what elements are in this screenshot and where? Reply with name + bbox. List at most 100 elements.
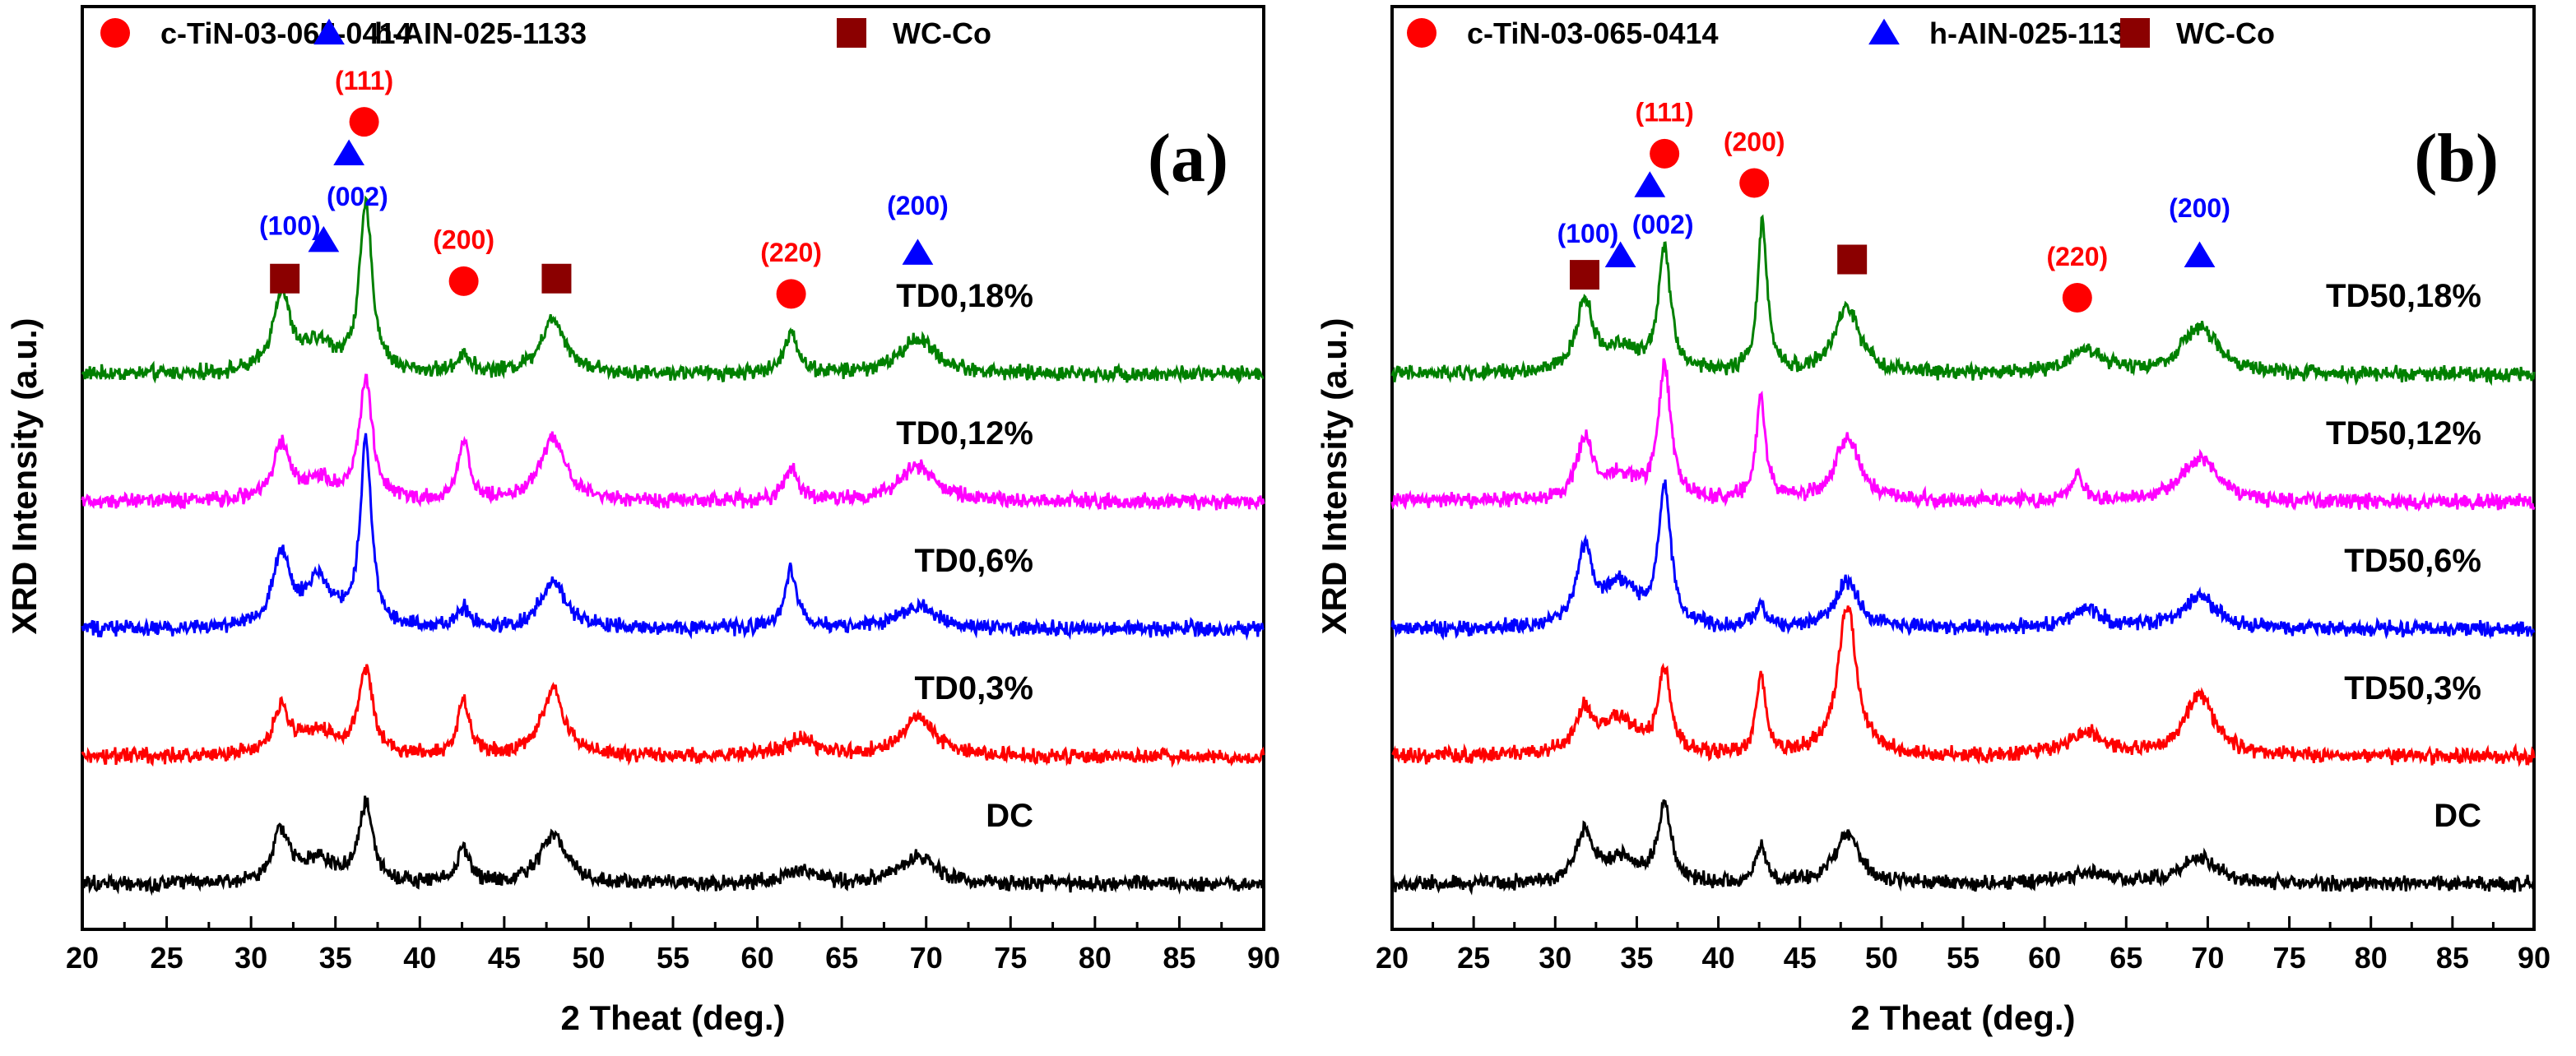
series-label: TD50,6% xyxy=(2344,543,2481,579)
x-tick-label: 35 xyxy=(1620,941,1653,975)
series-line-td0-12- xyxy=(81,373,1265,511)
hkl-label: (002) xyxy=(327,182,388,211)
series-line-td50-12- xyxy=(1390,358,2536,512)
series-line-td50-18- xyxy=(1390,214,2536,387)
series-label: TD50,3% xyxy=(2344,670,2481,706)
x-tick-label: 45 xyxy=(488,941,521,975)
peak-marker-circle-icon xyxy=(1650,138,1680,169)
peak-marker-triangle-icon xyxy=(1604,241,1636,268)
y-axis-title: XRD Intensity (a.u.) xyxy=(5,317,44,634)
legend-label: h-AIN-025-1133 xyxy=(1929,16,2142,50)
x-tick-label: 85 xyxy=(1163,941,1195,975)
x-tick-label: 90 xyxy=(2518,941,2550,975)
peak-marker-triangle-icon xyxy=(1634,171,1666,197)
x-tick-label: 65 xyxy=(2110,941,2142,975)
legend-label: WC-Co xyxy=(893,16,991,50)
x-tick-label: 20 xyxy=(1376,941,1409,975)
x-tick-label: 65 xyxy=(825,941,858,975)
peak-marker-triangle-icon xyxy=(333,139,365,166)
hkl-label: (002) xyxy=(1632,210,1694,239)
hkl-label: (220) xyxy=(2046,242,2108,271)
x-tick-label: 55 xyxy=(1947,941,1980,975)
legend-triangle-icon xyxy=(313,18,345,45)
legend-label: WC-Co xyxy=(2176,16,2275,50)
series-line-td0-3- xyxy=(81,664,1265,768)
x-tick-label: 50 xyxy=(572,941,605,975)
peak-marker-square-icon xyxy=(541,263,572,294)
x-tick-label: 35 xyxy=(319,941,352,975)
hkl-label: (200) xyxy=(2169,193,2230,223)
x-tick-label: 80 xyxy=(2355,941,2388,975)
series-label: TD50,12% xyxy=(2326,415,2481,452)
hkl-label: (200) xyxy=(887,191,949,220)
series-label: TD0,3% xyxy=(915,670,1034,706)
peak-marker-circle-icon xyxy=(776,279,806,309)
series-label: TD50,18% xyxy=(2326,278,2481,314)
series-line-td0-18- xyxy=(81,195,1265,385)
hkl-label: (111) xyxy=(335,66,393,95)
legend-label: c-TiN-03-065-0414 xyxy=(160,16,412,50)
x-tick-label: 30 xyxy=(1539,941,1571,975)
chart-panel-a: 20 25 30 35 40 45 50 55 60 65 70 75 80 85 90 2 Theat (d… xyxy=(5,5,1280,1037)
series-label: DC xyxy=(2434,798,2481,834)
x-tick-label: 60 xyxy=(741,941,774,975)
x-tick-label: 85 xyxy=(2436,941,2469,975)
peak-marker-circle-icon xyxy=(448,266,479,296)
x-tick-label: 25 xyxy=(1457,941,1490,975)
hkl-label: (200) xyxy=(1724,127,1785,156)
peak-marker-square-icon xyxy=(1569,260,1599,290)
x-tick-label: 75 xyxy=(994,941,1027,975)
x-tick-label: 40 xyxy=(403,941,436,975)
x-tick-label: 45 xyxy=(1784,941,1817,975)
hkl-label: (200) xyxy=(433,225,494,255)
y-axis-title: XRD Intensity (a.u.) xyxy=(1315,317,1353,634)
x-axis-title: 2 Theat (deg.) xyxy=(560,998,785,1037)
x-tick-label: 90 xyxy=(1247,941,1280,975)
hkl-label: (111) xyxy=(1636,98,1694,127)
series-line-dc xyxy=(81,795,1265,896)
series-label: TD0,6% xyxy=(915,543,1034,579)
legend-label: c-TiN-03-065-0414 xyxy=(1467,16,1719,50)
series-label: DC xyxy=(986,798,1033,834)
series-label: TD0,12% xyxy=(896,415,1033,452)
peak-marker-square-icon xyxy=(270,263,300,294)
x-tick-label: 80 xyxy=(1079,941,1112,975)
x-tick-label: 50 xyxy=(1865,941,1898,975)
panel-label: (b) xyxy=(2414,120,2499,197)
x-tick-label: 40 xyxy=(1702,941,1735,975)
x-tick-label: 55 xyxy=(657,941,689,975)
panel-label: (a) xyxy=(1148,120,1228,197)
peak-marker-circle-icon xyxy=(1739,168,1770,198)
peak-marker-triangle-icon xyxy=(2184,241,2216,268)
x-axis-title: 2 Theat (deg.) xyxy=(1850,998,2075,1037)
hkl-label: (100) xyxy=(259,211,321,241)
series-line-td0-6- xyxy=(81,433,1265,641)
series-label: TD0,18% xyxy=(896,278,1033,314)
plot-frame xyxy=(1390,5,2536,931)
chart-panel-b: 20 25 30 35 40 45 50 55 60 65 70 75 80 85 90 2 Theat (d… xyxy=(1315,5,2550,1037)
x-tick-label: 70 xyxy=(2191,941,2224,975)
legend-square-icon xyxy=(2120,18,2150,48)
legend-square-icon xyxy=(837,18,866,48)
x-tick-label: 60 xyxy=(2028,941,2061,975)
legend-circle-icon xyxy=(100,18,130,48)
series-line-td50-3- xyxy=(1391,605,2536,767)
plot-frame xyxy=(81,5,1265,931)
x-tick-label: 20 xyxy=(66,941,99,975)
peak-marker-square-icon xyxy=(1837,244,1868,275)
legend-circle-icon xyxy=(1407,18,1437,48)
legend-triangle-icon xyxy=(1868,18,1900,45)
peak-marker-triangle-icon xyxy=(902,239,934,265)
peak-marker-circle-icon xyxy=(2062,283,2092,313)
x-tick-label: 70 xyxy=(910,941,943,975)
peak-marker-triangle-icon xyxy=(308,225,340,252)
series-line-td50-6- xyxy=(1390,479,2536,641)
hkl-label: (220) xyxy=(760,238,822,267)
peak-marker-circle-icon xyxy=(349,107,379,137)
hkl-label: (100) xyxy=(1557,219,1619,248)
series-line-dc xyxy=(1390,799,2536,896)
legend-label: h-AIN-025-1133 xyxy=(374,16,587,50)
x-tick-label: 75 xyxy=(2273,941,2306,975)
x-tick-label: 30 xyxy=(234,941,267,975)
